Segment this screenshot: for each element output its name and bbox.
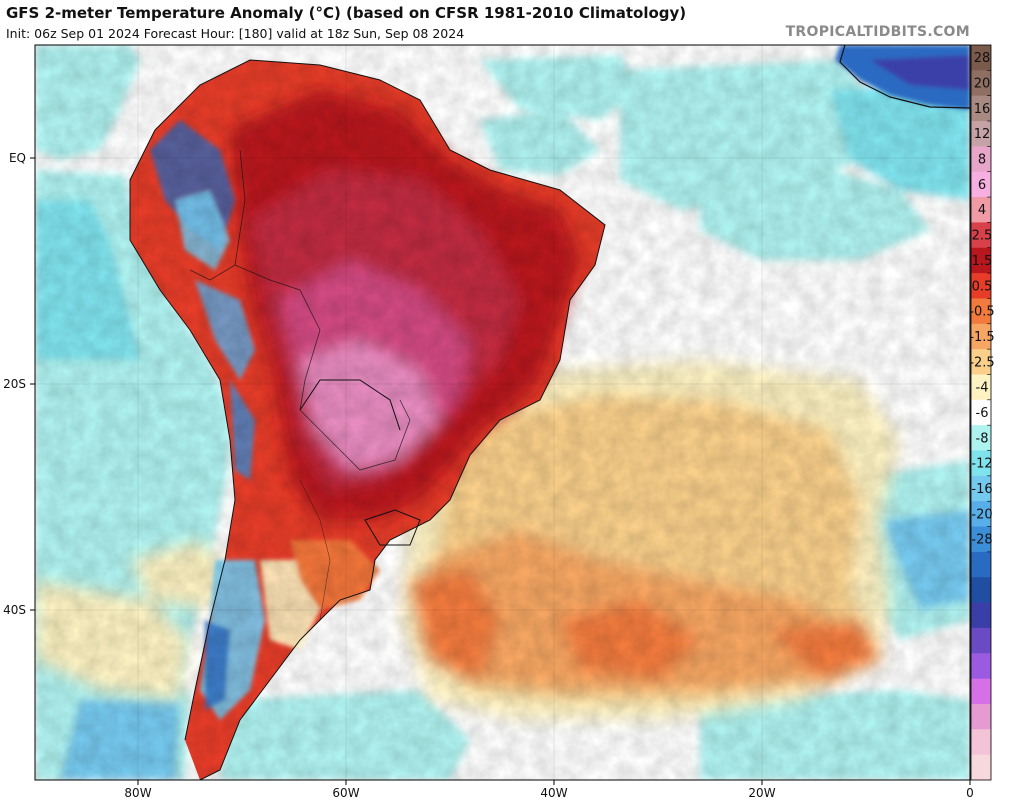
colorbar-label: 16 [974, 102, 991, 117]
site-credit[interactable]: TROPICALTIDBITS.COM [785, 24, 970, 40]
colorbar-swatch [971, 45, 991, 71]
colorbar-swatch [971, 399, 991, 426]
colorbar-swatch [971, 627, 991, 654]
lat-label-20s: 20S [3, 377, 26, 391]
colorbar-label: 2.5 [972, 229, 993, 244]
colorbar-swatch [971, 425, 991, 452]
colorbar-swatch [971, 729, 991, 756]
colorbar-swatch [971, 754, 991, 781]
colorbar-label: 28 [974, 51, 991, 66]
colorbar-swatch [971, 374, 991, 401]
colorbar-swatch [971, 450, 991, 477]
colorbar-label: 20 [974, 77, 991, 92]
colorbar-label: 12 [974, 127, 991, 142]
colorbar-label: 0.5 [972, 279, 993, 294]
colorbar-swatch [971, 501, 991, 528]
colorbar-swatch [971, 121, 991, 147]
colorbar-frame [970, 44, 992, 781]
lat-label-eq: EQ [9, 151, 26, 165]
colorbar-swatch [971, 703, 991, 730]
colorbar-swatch [971, 678, 991, 705]
colorbar-label: 6 [978, 178, 986, 193]
political-borders [129, 45, 970, 780]
colorbar-swatch [971, 146, 991, 173]
longitude-axis: 80W 60W 40W 20W 0 [124, 780, 974, 800]
colorbar: 28 20 16 12 8 6 4 2.5 1.5 0.5 -0.5 -1.5 -2.5 -4 -6 -8 -1… [969, 44, 995, 781]
colorbar-swatch [971, 171, 991, 198]
colorbar-swatch [971, 298, 991, 325]
colorbar-swatch [971, 349, 991, 375]
lon-label-40w: 40W [540, 786, 567, 800]
chart-subtitle: Init: 06z Sep 01 2024 Forecast Hour: [18… [6, 26, 465, 41]
colorbar-label: -8 [976, 431, 989, 446]
continent-africa-corner [835, 45, 970, 110]
colorbar-swatch [971, 526, 991, 553]
colorbar-swatches [971, 45, 991, 781]
map-panel [35, 45, 970, 780]
colorbar-swatch [971, 70, 991, 97]
colorbar-swatch [971, 577, 991, 604]
colorbar-swatch [971, 273, 991, 299]
colorbar-swatch [971, 247, 991, 274]
lon-label-60w: 60W [332, 786, 359, 800]
latitude-axis: EQ 20S 40S [3, 151, 35, 617]
colorbar-label: 1.5 [972, 254, 993, 269]
colorbar-label: -0.5 [969, 305, 994, 320]
lon-label-0: 0 [966, 786, 974, 800]
lon-label-80w: 80W [124, 786, 151, 800]
colorbar-label: -28 [971, 533, 992, 548]
colorbar-label: -20 [971, 507, 992, 522]
chart-title: GFS 2-meter Temperature Anomaly (°C) (ba… [6, 4, 687, 22]
graticule [35, 45, 970, 780]
lon-label-20w: 20W [748, 786, 775, 800]
colorbar-swatch [971, 551, 991, 578]
colorbar-label: -6 [976, 406, 989, 421]
colorbar-swatch [971, 197, 991, 223]
colorbar-label: 8 [978, 153, 986, 168]
colorbar-label: -4 [976, 381, 989, 396]
colorbar-swatch [971, 475, 991, 502]
colorbar-swatch [971, 222, 991, 249]
colorbar-label: -16 [971, 482, 992, 497]
colorbar-labels: 28 20 16 12 8 6 4 2.5 1.5 0.5 -0.5 -1.5 -2.5 -4 -6 -8 -1… [969, 51, 995, 553]
colorbar-swatch [971, 602, 991, 629]
colorbar-swatch [971, 323, 991, 350]
map-frame [34, 44, 971, 781]
continent-south-america [35, 45, 970, 780]
colorbar-label: -2.5 [969, 355, 994, 370]
lat-label-40s: 40S [3, 603, 26, 617]
colorbar-swatch [971, 95, 991, 122]
colorbar-label: -12 [971, 457, 992, 472]
colorbar-swatch [971, 653, 991, 680]
colorbar-label: -1.5 [969, 330, 994, 345]
colorbar-label: 4 [978, 203, 986, 218]
